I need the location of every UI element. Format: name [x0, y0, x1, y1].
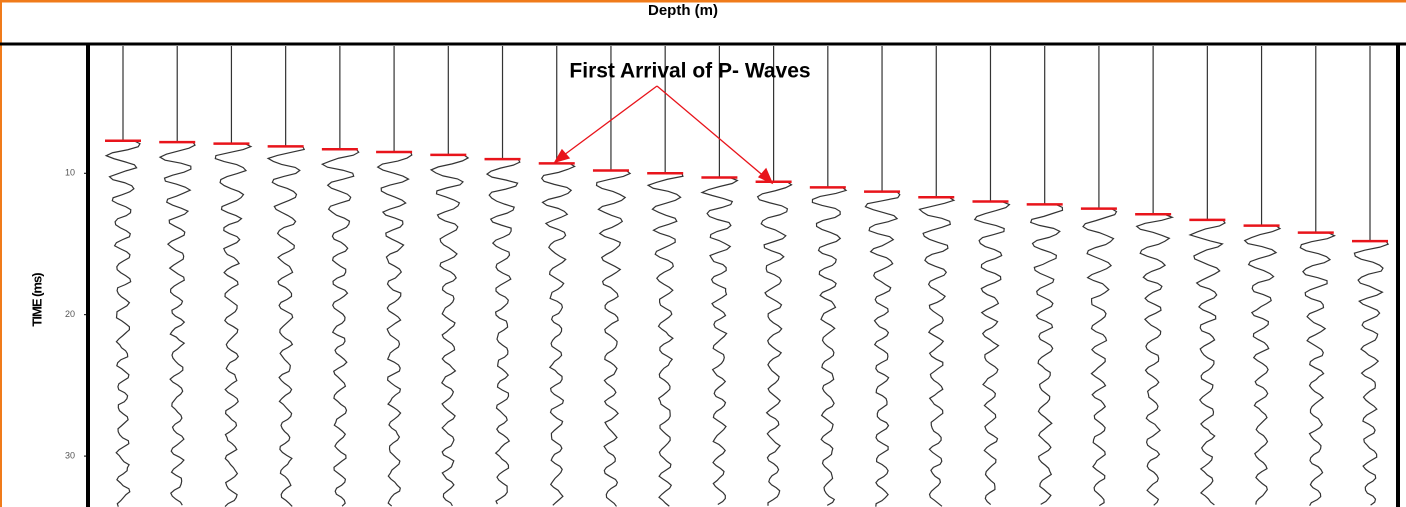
trace [700, 46, 739, 506]
trace [429, 46, 470, 507]
trace [214, 46, 253, 507]
trace [1353, 46, 1390, 506]
y-tick-label: 10 [65, 168, 75, 178]
chart-title: Depth (m) [648, 2, 718, 19]
y-tick-label: 20 [65, 309, 75, 319]
annotation-arrows [553, 85, 774, 185]
trace [1135, 46, 1175, 506]
trace [376, 46, 413, 507]
trace [864, 46, 901, 507]
trace [595, 46, 632, 507]
trace [646, 46, 684, 507]
trace [1029, 46, 1064, 505]
trace [1188, 46, 1226, 506]
arrow-head [757, 167, 774, 185]
traces [104, 46, 1390, 507]
y-tick-label: 30 [65, 450, 75, 460]
trace [918, 46, 956, 507]
trace [811, 46, 848, 506]
arrow-line [656, 85, 767, 179]
trace [266, 46, 306, 507]
annotation: First Arrival of P- Waves [569, 60, 810, 83]
trace [1299, 46, 1336, 506]
trace [158, 46, 196, 506]
trace [104, 46, 141, 507]
trace [540, 46, 576, 506]
trace [973, 46, 1011, 506]
y-axis-label: TIME (ms) [29, 273, 44, 327]
arrow-head [553, 148, 571, 164]
trace [1082, 46, 1118, 507]
trace [1243, 46, 1282, 505]
arrow-line [559, 85, 658, 159]
trace [756, 46, 793, 506]
trace [485, 46, 521, 505]
trace [320, 46, 360, 507]
